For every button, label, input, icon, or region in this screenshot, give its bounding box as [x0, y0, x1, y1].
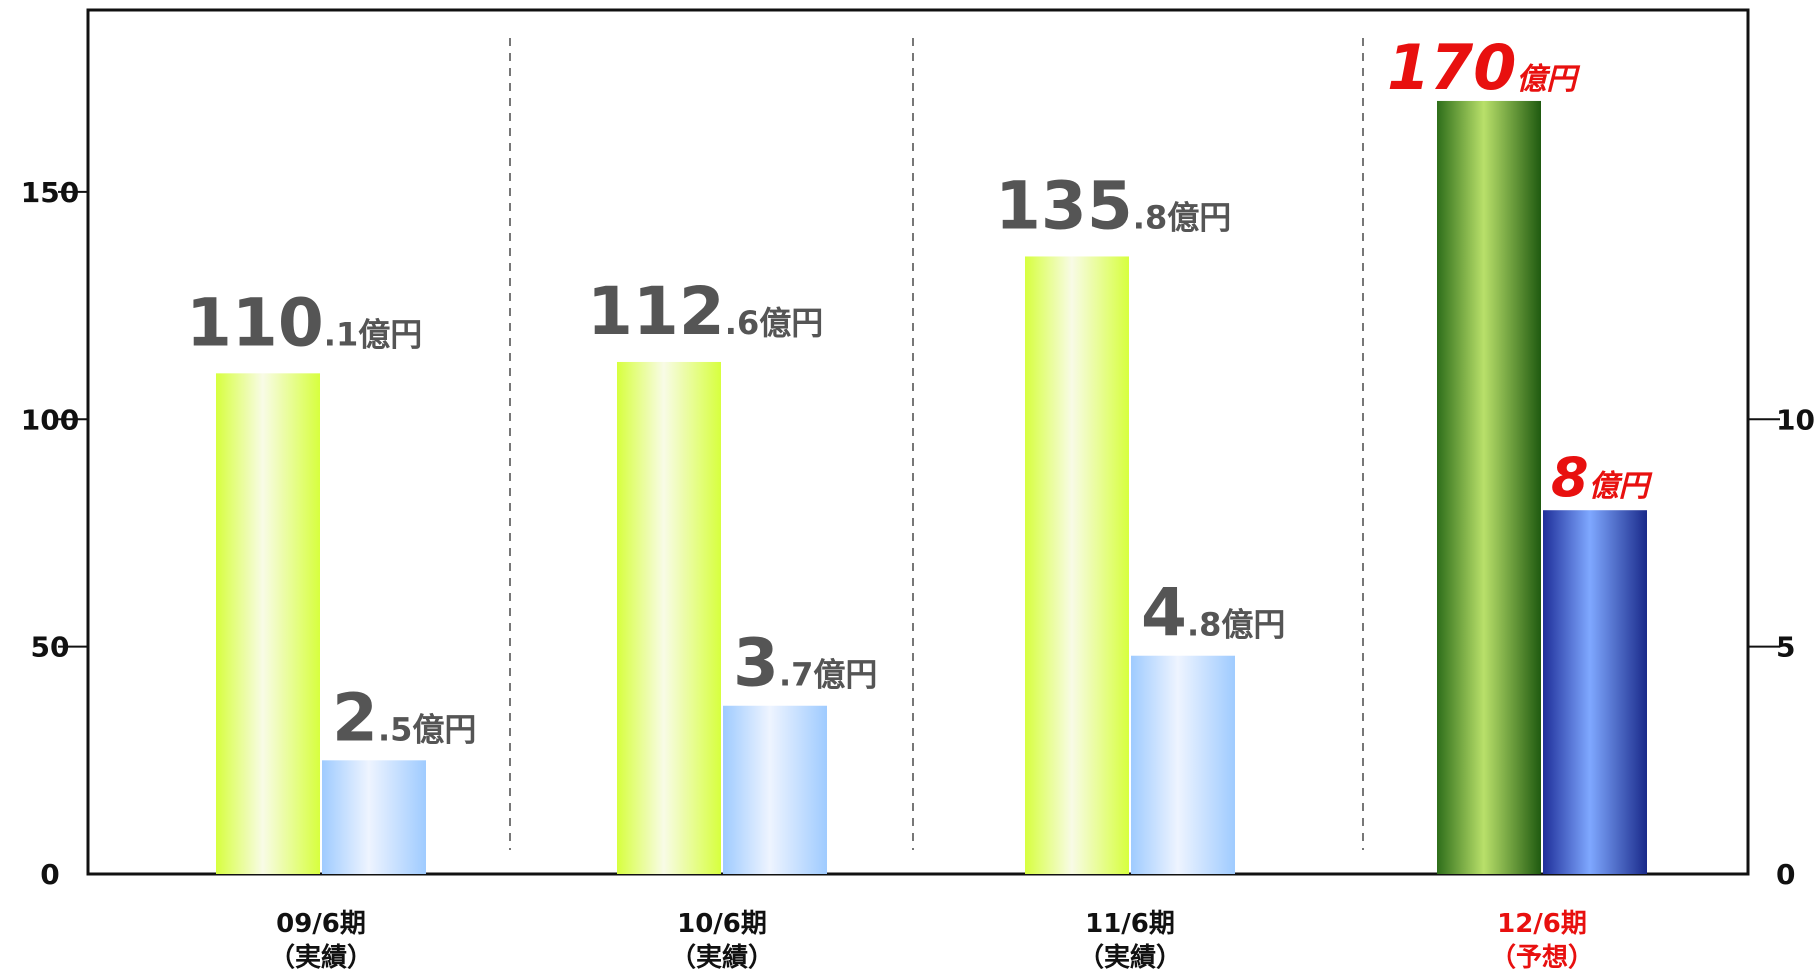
value-label-3-left: 135.8億円 [995, 167, 1231, 244]
right-y-axis: 0 5 10 [1748, 403, 1815, 891]
bar-1-left-series [216, 373, 320, 874]
plot-frame [86, 8, 1750, 876]
left-tick-label: 150 [21, 176, 79, 209]
left-tick-label: 0 [40, 858, 59, 891]
value-label-2-right: 3.7億円 [733, 625, 877, 702]
value-label-1-left: 110.1億円 [186, 284, 422, 361]
value-label-1-right: 2.5億円 [332, 679, 476, 756]
bar-4-left-series [1437, 100, 1541, 874]
right-tick-label: 0 [1776, 858, 1795, 891]
left-tick-label: 100 [21, 403, 79, 436]
left-y-axis: 0 50 100 150 [21, 176, 88, 891]
right-tick-label: 5 [1776, 631, 1795, 664]
category-label-4-type: （予想） [1490, 943, 1594, 973]
bar-2-left-series [617, 361, 721, 874]
category-labels: 09/6期（実績）10/6期（実績）11/6期（実績）12/6期（予想） [269, 909, 1594, 973]
category-label-3-period: 11/6期 [1085, 909, 1175, 939]
value-label-3-right: 4.8億円 [1141, 575, 1285, 652]
category-label-1-type: （実績） [269, 942, 373, 973]
bars [216, 100, 1647, 874]
category-label-4-period: 12/6期 [1497, 909, 1587, 939]
bar-4-right-series [1543, 510, 1647, 874]
category-label-1-period: 09/6期 [276, 909, 366, 939]
group-separators [509, 38, 1364, 850]
left-tick-label: 50 [31, 631, 70, 664]
bar-1-right-series [322, 760, 426, 874]
bar-3-right-series [1131, 655, 1235, 874]
value-label-forecast-right: 8億円 [1551, 446, 1653, 509]
value-labels: 110.1億円 2.5億円 112.6億円 3.7億円 135.8億円 4.8億円 170億… [186, 31, 1653, 756]
value-label-forecast-left: 170億円 [1387, 31, 1580, 104]
bar-3-left-series [1025, 256, 1129, 874]
bar-2-right-series [723, 705, 827, 874]
category-label-2-period: 10/6期 [677, 909, 767, 939]
value-label-2-left: 112.6億円 [587, 273, 823, 350]
category-label-2-type: （実績） [670, 942, 774, 973]
right-tick-label: 10 [1776, 403, 1815, 436]
category-label-3-type: （実績） [1078, 942, 1182, 973]
